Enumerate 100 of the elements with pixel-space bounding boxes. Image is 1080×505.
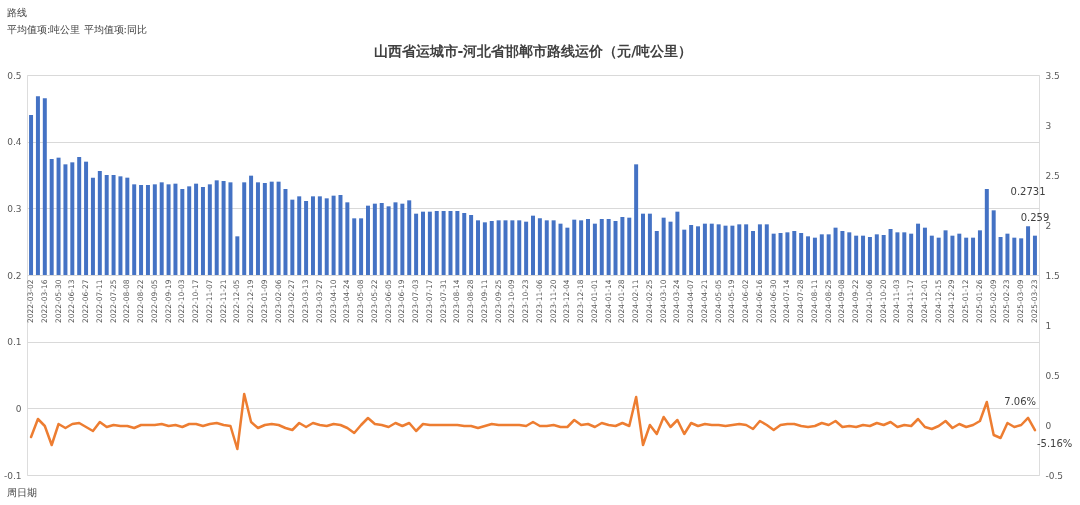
bar	[1026, 226, 1031, 275]
bar	[77, 157, 82, 275]
bar	[634, 164, 639, 275]
bar	[1005, 233, 1010, 275]
bar	[551, 220, 556, 275]
bar	[792, 231, 797, 275]
bar	[696, 226, 701, 275]
bar	[49, 159, 54, 275]
bar	[414, 213, 419, 275]
bar	[283, 189, 288, 275]
y2-tick-label: 0	[1045, 420, 1052, 431]
bar	[510, 220, 515, 275]
bar	[661, 217, 666, 275]
y-tick-label: 0.1	[7, 337, 22, 348]
bar	[111, 175, 116, 275]
bar	[331, 195, 336, 275]
data-label: 0.259	[1020, 211, 1050, 223]
bar	[751, 231, 756, 275]
bar	[675, 211, 680, 275]
bar	[255, 182, 260, 275]
bar	[35, 96, 40, 275]
bar	[902, 232, 907, 275]
bar	[400, 203, 405, 275]
bar	[764, 224, 769, 275]
bar	[70, 162, 75, 275]
bar	[448, 211, 453, 275]
y2-tick-label: 0.5	[1045, 370, 1060, 381]
bar	[97, 171, 102, 275]
bar	[984, 189, 989, 275]
bar	[895, 232, 900, 275]
y-tick-label: 0.3	[7, 203, 22, 214]
bar	[647, 213, 652, 275]
bar	[730, 225, 735, 275]
bar	[304, 201, 309, 275]
bar	[957, 233, 962, 275]
data-label: 0.2731	[1010, 186, 1046, 198]
bar	[998, 237, 1003, 275]
bar	[785, 232, 790, 275]
bar	[599, 219, 604, 275]
bar	[806, 236, 811, 275]
bar	[627, 217, 632, 275]
bar	[42, 98, 47, 275]
bar	[778, 233, 783, 275]
bar	[407, 200, 412, 275]
bar	[826, 234, 831, 275]
bar	[606, 219, 611, 275]
bar	[476, 220, 480, 275]
bar	[620, 217, 625, 275]
bar	[166, 184, 171, 275]
bar	[118, 176, 123, 275]
bar	[221, 181, 226, 275]
bar	[586, 219, 590, 275]
bar	[943, 230, 948, 275]
bar	[159, 182, 164, 275]
bar	[379, 203, 384, 275]
bar	[991, 210, 996, 275]
bar	[420, 211, 425, 275]
bar	[524, 221, 529, 275]
bar	[1019, 238, 1024, 275]
bar	[654, 231, 659, 275]
bar	[668, 221, 673, 275]
bar	[517, 220, 522, 275]
bar	[916, 223, 921, 275]
bar	[847, 232, 852, 275]
y2-tick-label: 3	[1045, 120, 1052, 131]
bar	[365, 205, 370, 275]
bar	[194, 183, 199, 275]
bar	[338, 195, 343, 275]
bar	[139, 185, 144, 275]
bar	[909, 233, 914, 275]
bar	[641, 213, 646, 275]
bar	[235, 236, 240, 275]
bar	[125, 177, 130, 275]
line-series	[29, 392, 1037, 451]
y-tick-label: 0.2	[7, 270, 22, 281]
bar	[537, 218, 542, 275]
bar	[771, 233, 776, 275]
bar	[579, 220, 584, 275]
bar	[145, 185, 150, 275]
bar	[544, 220, 549, 275]
bar	[489, 221, 494, 275]
bar	[682, 229, 687, 275]
bar	[455, 211, 460, 275]
bar	[173, 183, 178, 275]
bar	[462, 213, 467, 275]
bar	[572, 219, 577, 275]
bar	[1012, 237, 1017, 275]
bar	[290, 199, 295, 275]
bar	[922, 227, 927, 275]
bar	[854, 235, 859, 275]
bar	[881, 235, 886, 275]
bar	[427, 211, 432, 275]
bar	[228, 182, 233, 275]
bar	[812, 237, 817, 275]
bar	[716, 224, 721, 275]
bar	[152, 184, 157, 275]
bar	[709, 223, 714, 275]
bar	[393, 202, 398, 275]
y-tick-label: -0.1	[3, 470, 22, 481]
bar	[269, 181, 274, 275]
